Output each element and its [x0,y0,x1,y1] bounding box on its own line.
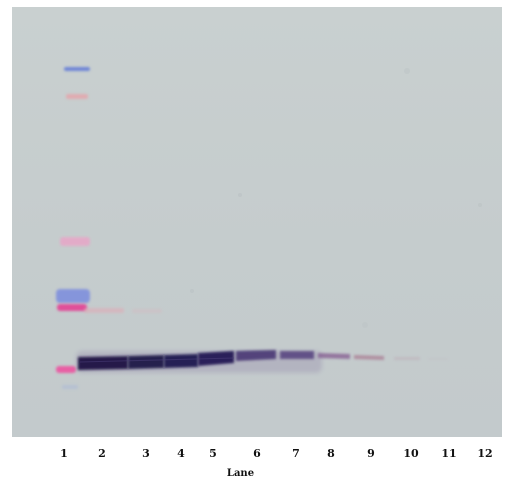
lane-label-11: 11 [441,447,457,460]
lane-label-4: 4 [177,447,185,460]
lane-label-7: 7 [292,447,300,460]
lane-axis-title: Lane [226,468,255,479]
ladder-band-faint [62,385,78,389]
band-lane-8 [318,353,350,359]
ladder-band-4 [56,289,90,303]
band-lane-10 [394,357,420,360]
ladder-band-5 [57,304,87,311]
ladder-band-top [64,67,90,71]
band-lane-9 [354,355,384,360]
faint-band-lane-2 [84,308,124,313]
speckle-5 [478,203,482,207]
main-bands [76,350,448,373]
speckle-1 [238,193,242,197]
ladder-lane [56,67,90,389]
band-halo [76,351,322,373]
lane-label-3: 3 [142,447,150,460]
lane-label-9: 9 [367,447,375,460]
lane-label-2: 2 [98,447,106,460]
ladder-band-6 [56,366,76,373]
band-lane-11 [428,358,448,360]
lane-number-row: 1 2 3 4 5 6 7 8 9 10 11 12 [0,447,509,465]
speckle-4 [362,322,368,328]
blot-bands [56,67,482,389]
speckle-2 [404,68,410,74]
ladder-band-3 [60,237,90,246]
band-doublet-line [79,357,235,363]
ladder-band-2 [66,94,88,99]
lane-label-5: 5 [209,447,217,460]
lane-label-1: 1 [60,447,68,460]
lane-label-10: 10 [403,447,419,460]
speckle-3 [190,289,194,293]
lane-label-8: 8 [327,447,335,460]
lane-label-6: 6 [253,447,261,460]
blot-membrane [12,7,502,437]
faint-band-lane-3 [132,309,162,313]
lane-label-12: 12 [477,447,493,460]
